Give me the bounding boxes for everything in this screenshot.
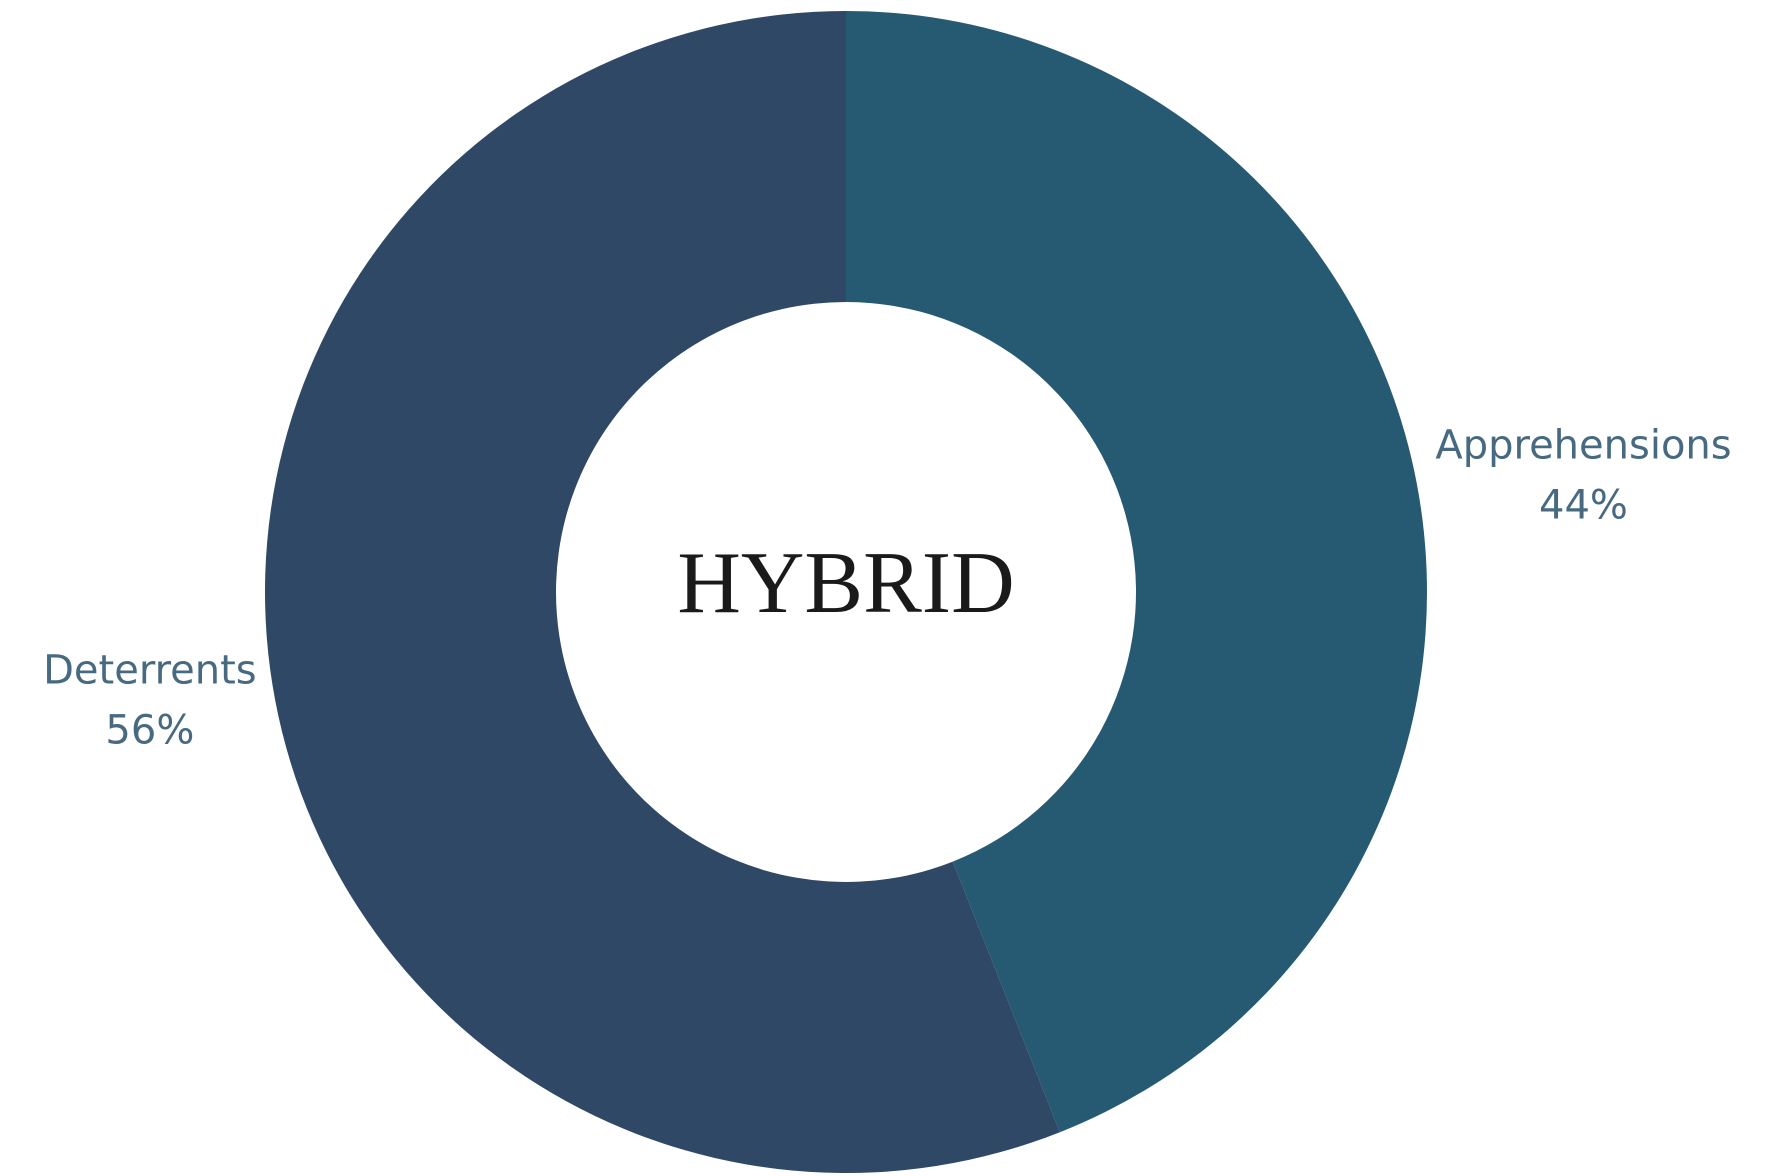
donut-slice <box>265 11 1060 1173</box>
slice-label: Deterrents <box>43 647 257 693</box>
slice-label: Apprehensions <box>1435 423 1731 469</box>
slice-value-label: 44% <box>1539 483 1628 529</box>
slice-value-label: 56% <box>105 707 194 753</box>
donut-slice <box>846 11 1428 1133</box>
center-text: HYBRID <box>677 535 1014 632</box>
slices <box>265 11 1428 1173</box>
